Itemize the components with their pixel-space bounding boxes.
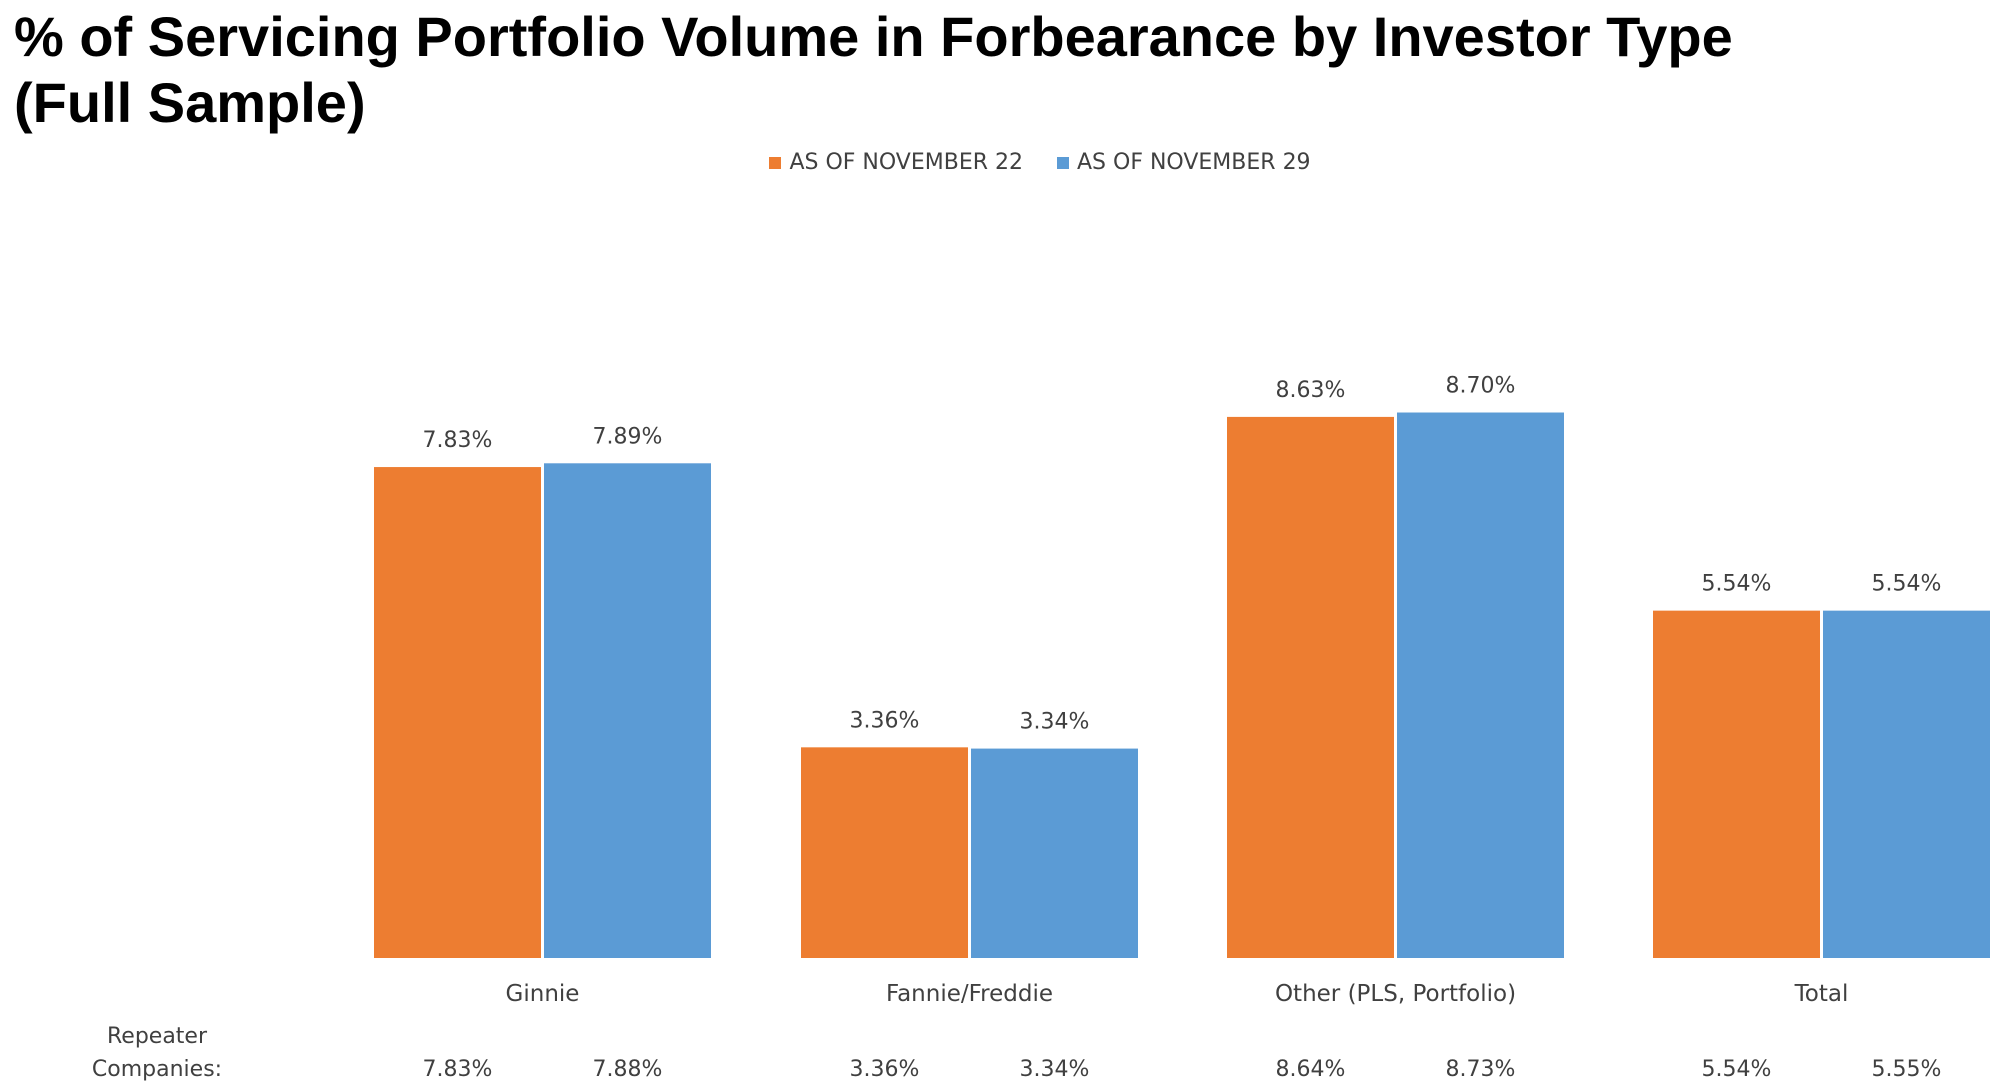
category-labels-group: Ginnie Fannie/Freddie Other (PLS, Portfoli… — [506, 981, 1849, 1007]
bar-other-pls-portfolio-series0 — [1227, 416, 1394, 958]
bar-other-pls-portfolio-series1 — [1397, 412, 1564, 958]
repeater-label-line2: Companies: — [92, 1057, 222, 1082]
value-label-fannie-freddie-series1: 3.34% — [1020, 710, 1090, 735]
bar-ginnie-series1 — [544, 463, 711, 958]
legend-swatch-nov29 — [1057, 156, 1069, 169]
bar-fannie-freddie-series1 — [971, 748, 1138, 958]
repeater-value-ginnie-series0: 7.83% — [423, 1057, 493, 1082]
value-labels-group: 7.83% 7.89% 3.36% 3.34% 8.63% 8.70% 5.54% 5.54% — [423, 374, 1942, 735]
repeater-label-line1: Repeater — [107, 1024, 208, 1049]
chart-title-line2: (Full Sample) — [14, 71, 366, 134]
category-label-fannie-freddie: Fannie/Freddie — [886, 981, 1053, 1007]
repeater-value-fannie-freddie-series1: 3.34% — [1020, 1057, 1090, 1082]
chart-title-line1: % of Servicing Portfolio Volume in Forbe… — [14, 5, 1733, 68]
category-label-total: Total — [1794, 981, 1849, 1007]
value-label-other-pls-portfolio-series0: 8.63% — [1276, 378, 1346, 403]
legend: AS OF NOVEMBER 22 AS OF NOVEMBER 29 — [0, 150, 1996, 175]
repeater-value-other-pls-portfolio-series0: 8.64% — [1276, 1057, 1346, 1082]
repeater-value-fannie-freddie-series0: 3.36% — [850, 1057, 920, 1082]
legend-item-nov22: AS OF NOVEMBER 22 — [769, 150, 1023, 175]
bar-total-series0 — [1653, 610, 1820, 958]
repeater-value-total-series1: 5.55% — [1872, 1057, 1942, 1082]
chart-title: % of Servicing Portfolio Volume in Forbe… — [14, 4, 1974, 136]
legend-label-nov29: AS OF NOVEMBER 29 — [1077, 150, 1311, 175]
value-label-total-series1: 5.54% — [1872, 572, 1942, 597]
repeater-value-ginnie-series1: 7.88% — [593, 1057, 663, 1082]
value-label-fannie-freddie-series0: 3.36% — [850, 708, 920, 733]
repeater-row: Repeater Companies: 7.83% 7.88% 3.36% 3.34%… — [92, 1024, 1942, 1082]
value-label-other-pls-portfolio-series1: 8.70% — [1446, 374, 1516, 399]
value-label-ginnie-series0: 7.83% — [423, 428, 493, 453]
bar-fannie-freddie-series0 — [801, 747, 968, 958]
bar-total-series1 — [1823, 610, 1990, 958]
value-label-ginnie-series1: 7.89% — [593, 424, 663, 449]
category-label-ginnie: Ginnie — [506, 981, 580, 1007]
value-label-total-series0: 5.54% — [1702, 572, 1772, 597]
legend-swatch-nov22 — [769, 156, 782, 169]
repeater-value-total-series0: 5.54% — [1702, 1057, 1772, 1082]
bar-ginnie-series0 — [374, 467, 541, 958]
bars-group — [374, 412, 1990, 958]
category-label-other-pls-portfolio: Other (PLS, Portfolio) — [1275, 981, 1516, 1007]
legend-label-nov22: AS OF NOVEMBER 22 — [789, 150, 1023, 175]
repeater-value-other-pls-portfolio-series1: 8.73% — [1446, 1057, 1516, 1082]
legend-item-nov29: AS OF NOVEMBER 29 — [1057, 150, 1311, 175]
